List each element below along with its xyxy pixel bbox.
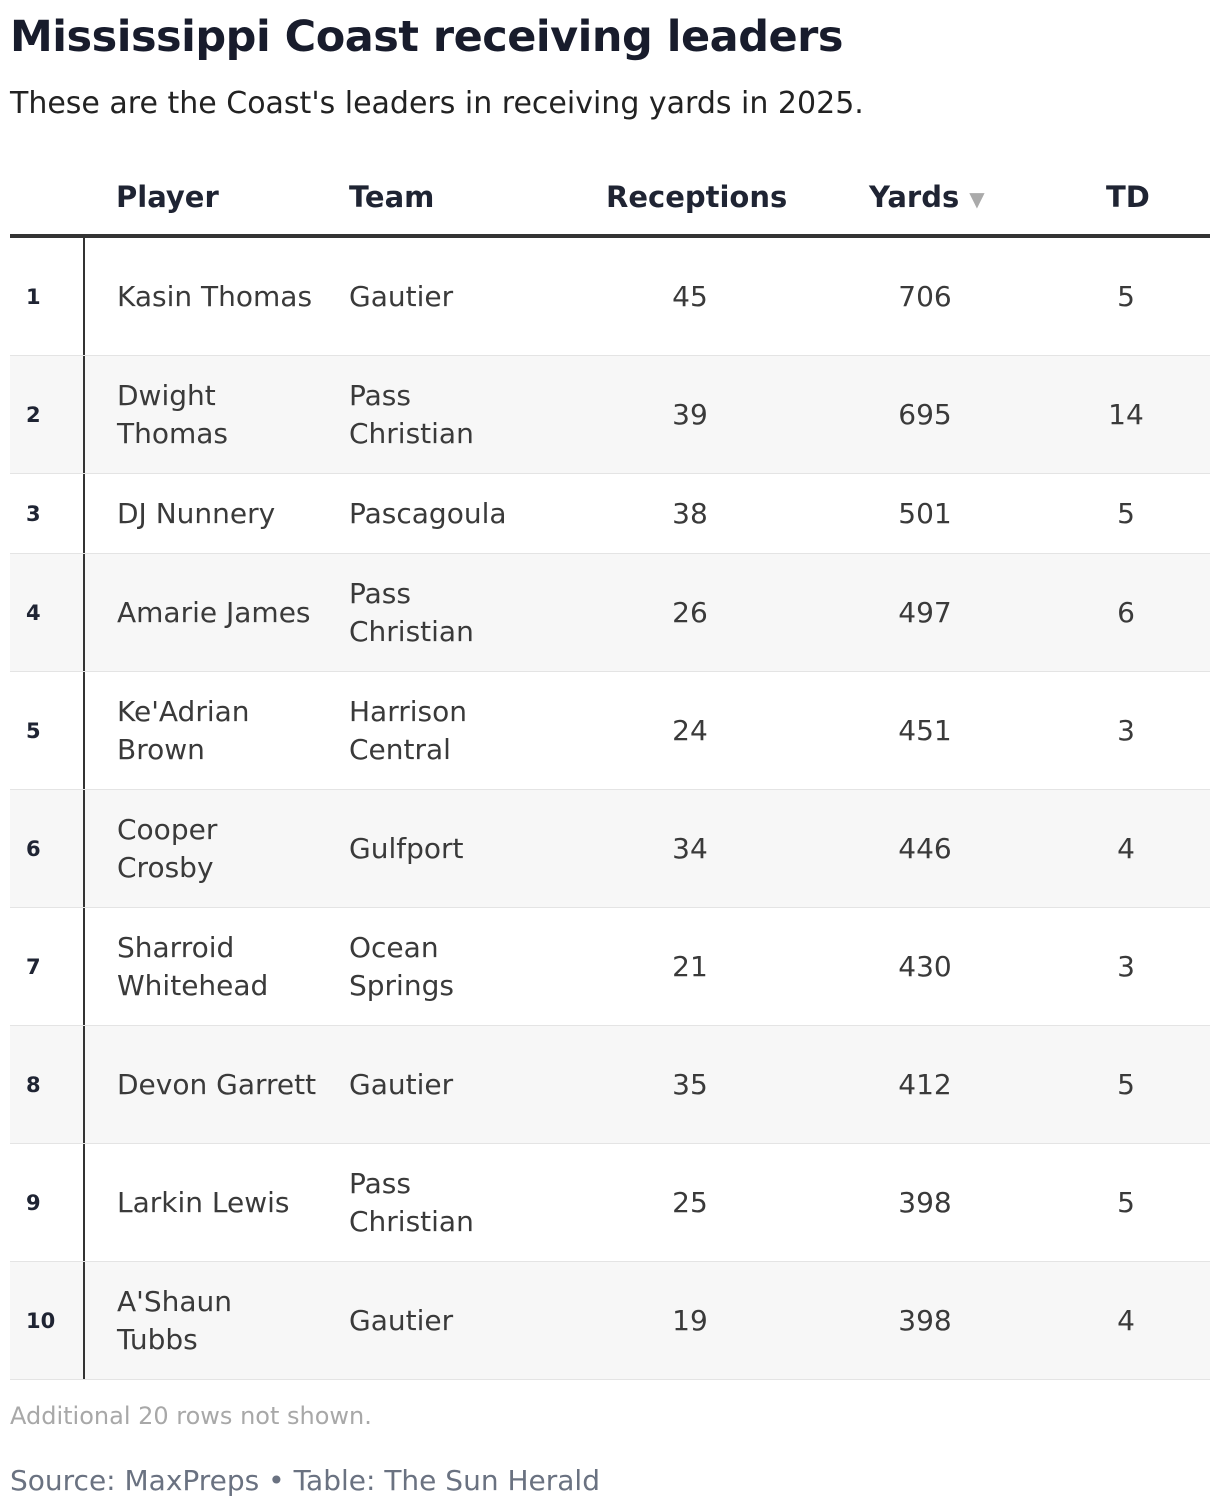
- yards-cell: 695: [898, 397, 952, 431]
- column-header-team[interactable]: Team: [349, 180, 435, 214]
- yards-cell: 497: [898, 595, 952, 629]
- rank-cell: 5: [10, 672, 85, 789]
- rank-cell: 8: [10, 1026, 85, 1143]
- table-row: 6 Cooper Crosby Gulfport 34 446 4: [10, 790, 1210, 908]
- table-row: 4 Amarie James Pass Christian 26 497 6: [10, 554, 1210, 672]
- column-header-yards[interactable]: Yards ▼: [869, 180, 985, 214]
- rank-cell: 10: [10, 1262, 85, 1379]
- team-cell: Gautier: [349, 279, 454, 313]
- player-cell: Larkin Lewis: [117, 1185, 290, 1219]
- player-cell: A'Shaun Tubbs: [117, 1284, 233, 1356]
- td-cell: 4: [1117, 1303, 1135, 1337]
- receptions-cell: 25: [672, 1185, 708, 1219]
- table-row: 3 DJ Nunnery Pascagoula 38 501 5: [10, 474, 1210, 554]
- chart-title: Mississippi Coast receiving leaders: [10, 12, 843, 62]
- rank-cell: 1: [10, 238, 85, 355]
- yards-cell: 412: [898, 1067, 952, 1101]
- team-cell: Ocean Springs: [349, 930, 454, 1002]
- yards-cell: 446: [898, 831, 952, 865]
- td-cell: 3: [1117, 949, 1135, 983]
- yards-cell: 451: [898, 713, 952, 747]
- td-cell: 14: [1108, 397, 1144, 431]
- player-cell: Devon Garrett: [117, 1067, 317, 1101]
- source-note: Source: MaxPreps • Table: The Sun Herald: [10, 1464, 600, 1497]
- receptions-cell: 21: [672, 949, 708, 983]
- rank-cell: 3: [10, 474, 85, 553]
- team-cell: Gulfport: [349, 831, 464, 865]
- rank-cell: 4: [10, 554, 85, 671]
- player-cell: Sharroid Whitehead: [117, 930, 269, 1002]
- table-row: 8 Devon Garrett Gautier 35 412 5: [10, 1026, 1210, 1144]
- td-cell: 5: [1117, 1185, 1135, 1219]
- column-header-td[interactable]: TD: [1106, 180, 1150, 214]
- table-row: 7 Sharroid Whitehead Ocean Springs 21 430 3: [10, 908, 1210, 1026]
- yards-cell: 398: [898, 1303, 952, 1337]
- receptions-cell: 45: [672, 279, 708, 313]
- td-cell: 3: [1117, 713, 1135, 747]
- receptions-cell: 19: [672, 1303, 708, 1337]
- player-cell: Ke'Adrian Brown: [117, 694, 250, 766]
- team-cell: Pass Christian: [349, 1166, 474, 1238]
- td-cell: 5: [1117, 279, 1135, 313]
- team-cell: Gautier: [349, 1303, 454, 1337]
- receptions-cell: 39: [672, 397, 708, 431]
- column-header-receptions[interactable]: Receptions: [606, 180, 788, 214]
- td-cell: 4: [1117, 831, 1135, 865]
- table-header: Player Team Receptions Yards ▼ TD: [10, 160, 1210, 238]
- team-cell: Pascagoula: [349, 496, 507, 530]
- rank-cell: 7: [10, 908, 85, 1025]
- team-cell: Pass Christian: [349, 378, 474, 450]
- table-row: 1 Kasin Thomas Gautier 45 706 5: [10, 238, 1210, 356]
- receptions-cell: 24: [672, 713, 708, 747]
- yards-cell: 430: [898, 949, 952, 983]
- footnote: Additional 20 rows not shown.: [10, 1402, 372, 1430]
- receptions-cell: 38: [672, 496, 708, 530]
- sort-down-icon: ▼: [969, 187, 985, 211]
- table-row: 5 Ke'Adrian Brown Harrison Central 24 451 3: [10, 672, 1210, 790]
- team-cell: Pass Christian: [349, 576, 474, 648]
- receptions-cell: 34: [672, 831, 708, 865]
- table-row: 10 A'Shaun Tubbs Gautier 19 398 4: [10, 1262, 1210, 1380]
- team-cell: Harrison Central: [349, 694, 467, 766]
- column-header-player[interactable]: Player: [116, 180, 219, 214]
- table-row: 9 Larkin Lewis Pass Christian 25 398 5: [10, 1144, 1210, 1262]
- team-cell: Gautier: [349, 1067, 454, 1101]
- player-cell: DJ Nunnery: [117, 496, 276, 530]
- player-cell: Dwight Thomas: [117, 378, 229, 450]
- yards-cell: 706: [898, 279, 952, 313]
- td-cell: 5: [1117, 496, 1135, 530]
- receptions-cell: 26: [672, 595, 708, 629]
- rank-cell: 6: [10, 790, 85, 907]
- rank-cell: 9: [10, 1144, 85, 1261]
- player-cell: Cooper Crosby: [117, 812, 218, 884]
- chart-subtitle: These are the Coast's leaders in receivi…: [10, 86, 864, 121]
- table-body: 1 Kasin Thomas Gautier 45 706 5 2 Dwight Thomas…: [10, 238, 1210, 1380]
- td-cell: 5: [1117, 1067, 1135, 1101]
- yards-cell: 398: [898, 1185, 952, 1219]
- receptions-cell: 35: [672, 1067, 708, 1101]
- yards-cell: 501: [898, 496, 952, 530]
- td-cell: 6: [1117, 595, 1135, 629]
- rank-cell: 2: [10, 356, 85, 473]
- player-cell: Amarie James: [117, 595, 311, 629]
- player-cell: Kasin Thomas: [117, 279, 313, 313]
- table-row: 2 Dwight Thomas Pass Christian 39 695 14: [10, 356, 1210, 474]
